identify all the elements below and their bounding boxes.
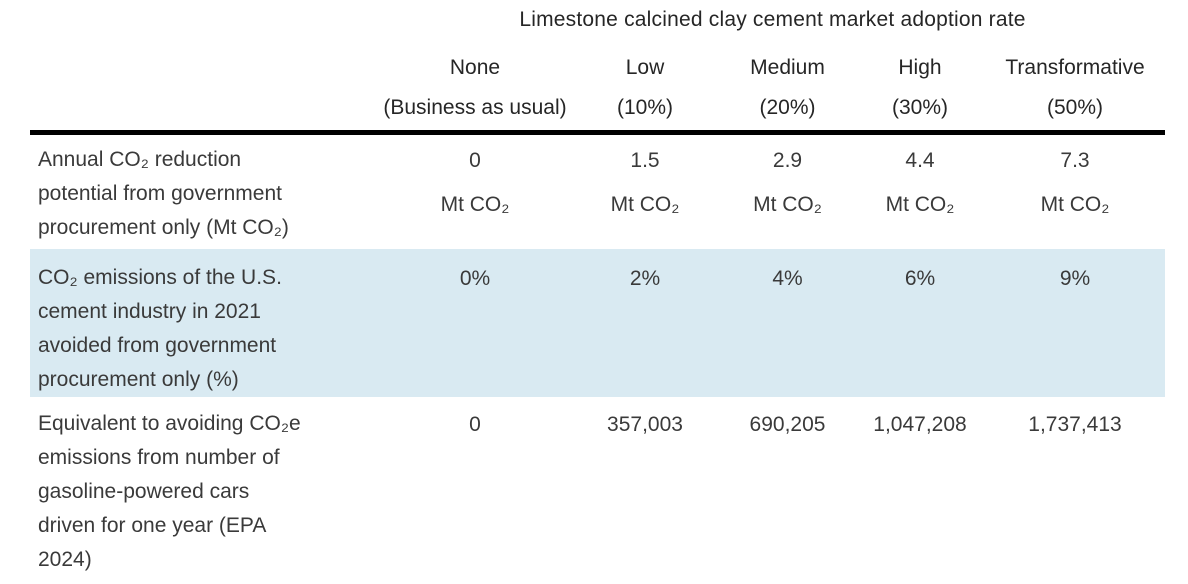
table-row-emissions-avoided-percent: CO₂ emissions of the U.S. cement industr… — [30, 249, 1165, 397]
cell-high: 6% — [855, 249, 985, 397]
cell-value: 4.4 — [905, 149, 935, 172]
cell-high: 1,047,208 — [855, 397, 985, 577]
cell-value: 9% — [1059, 267, 1091, 290]
table-row-annual-co2-reduction: Annual CO₂ reduction potential from gove… — [30, 135, 1165, 249]
cell-value: 0 — [469, 149, 481, 172]
cell-none: 0 — [380, 397, 570, 577]
cell-value: 690,205 — [749, 413, 826, 436]
cell-none: 0% — [380, 249, 570, 397]
column-header-medium-name: Medium — [750, 56, 825, 79]
cell-medium: 2.9 Mt CO₂ — [720, 135, 855, 249]
column-header-transformative: Transformative (50%) — [985, 48, 1165, 128]
cell-value: 0% — [459, 267, 491, 290]
header-rule — [30, 130, 1165, 135]
table-title: Limestone calcined clay cement market ad… — [519, 8, 1026, 31]
cell-unit: Mt CO₂ — [1040, 193, 1110, 216]
cell-transformative: 9% — [985, 249, 1165, 397]
cell-value: 357,003 — [607, 413, 683, 436]
row-label: Annual CO₂ reduction potential from gove… — [38, 148, 289, 239]
column-header-low: Low (10%) — [570, 48, 720, 128]
column-header-high-detail: (30%) — [891, 96, 949, 119]
column-header-none: None (Business as usual) — [380, 48, 570, 128]
cell-low: 1.5 Mt CO₂ — [570, 135, 720, 249]
cell-low: 2% — [570, 249, 720, 397]
cell-value: 1,737,413 — [1028, 413, 1122, 436]
column-header-high-name: High — [898, 56, 942, 79]
cell-medium: 4% — [720, 249, 855, 397]
column-header-low-detail: (10%) — [616, 96, 674, 119]
cell-value: 2.9 — [772, 149, 803, 172]
column-header-transformative-detail: (50%) — [1046, 96, 1104, 119]
row-label: Equivalent to avoiding CO₂e emissions fr… — [38, 412, 301, 571]
column-header-none-detail: (Business as usual) — [383, 96, 567, 119]
cell-value: 4% — [772, 267, 803, 290]
row-label: CO₂ emissions of the U.S. cement industr… — [38, 266, 282, 391]
cell-value: 2% — [629, 267, 661, 290]
cell-value: 6% — [904, 267, 936, 290]
cell-unit: Mt CO₂ — [610, 193, 680, 216]
cell-high: 4.4 Mt CO₂ — [855, 135, 985, 249]
cell-unit: Mt CO₂ — [885, 193, 955, 216]
cell-value: 7.3 — [1060, 149, 1090, 172]
column-header-low-name: Low — [625, 56, 665, 79]
column-header-high: High (30%) — [855, 48, 985, 128]
column-header-none-name: None — [449, 56, 501, 79]
document-page: Limestone calcined clay cement market ad… — [0, 8, 1188, 584]
column-header-transformative-name: Transformative — [1005, 56, 1145, 79]
cell-value: 1,047,208 — [873, 413, 967, 436]
cell-unit: Mt CO₂ — [440, 193, 510, 216]
table-header-row: None (Business as usual) Low (10%) Mediu… — [30, 48, 1165, 128]
cell-unit: Mt CO₂ — [753, 193, 822, 216]
header-spacer — [30, 48, 380, 128]
cell-transformative: 7.3 Mt CO₂ — [985, 135, 1165, 249]
cell-none: 0 Mt CO₂ — [380, 135, 570, 249]
cell-low: 357,003 — [570, 397, 720, 577]
cell-value: 1.5 — [630, 149, 660, 172]
column-header-medium-detail: (20%) — [759, 96, 816, 119]
cell-value: 0 — [469, 413, 481, 436]
column-header-medium: Medium (20%) — [720, 48, 855, 128]
adoption-rate-table: Limestone calcined clay cement market ad… — [30, 8, 1165, 577]
cell-medium: 690,205 — [720, 397, 855, 577]
table-row-equivalent-cars: Equivalent to avoiding CO₂e emissions fr… — [30, 397, 1165, 577]
cell-transformative: 1,737,413 — [985, 397, 1165, 577]
